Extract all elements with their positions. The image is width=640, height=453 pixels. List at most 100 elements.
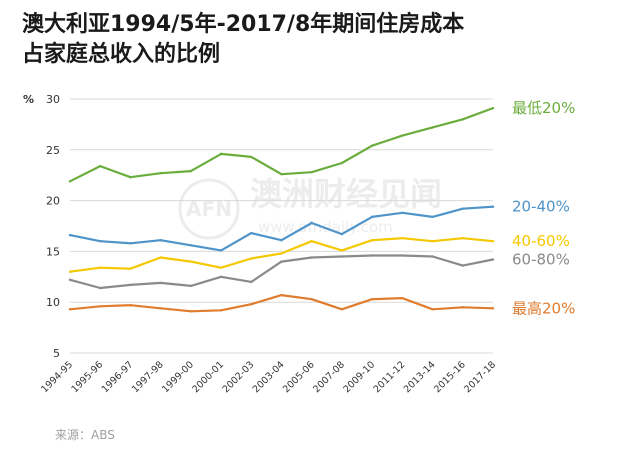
data-point	[461, 264, 464, 267]
x-tick-label: 2003-04	[251, 359, 287, 395]
watermark-name: 澳洲财经见闻	[250, 175, 442, 213]
x-tick-label: 2005-06	[281, 359, 317, 395]
x-tick-label: 2011-12	[372, 359, 408, 395]
x-tick-label: 2017-18	[462, 359, 498, 395]
data-point	[461, 236, 464, 240]
data-point	[129, 176, 132, 179]
data-point	[401, 236, 404, 240]
data-point	[340, 161, 344, 165]
grid	[70, 98, 493, 354]
x-tick-label: 2002-03	[221, 359, 257, 395]
x-axis: 1994-951995-961996-971997-981999-002000-…	[39, 359, 498, 395]
data-point	[219, 309, 223, 312]
data-point	[250, 303, 253, 306]
data-point	[189, 260, 193, 263]
data-point	[370, 254, 374, 257]
data-point	[461, 118, 464, 121]
series-label-2: 20-40%	[512, 198, 570, 216]
x-tick-label: 2015-16	[432, 359, 468, 395]
y-axis: 5 10 15 20 25 30%	[23, 93, 60, 360]
data-point	[99, 240, 102, 243]
data-point	[68, 278, 72, 282]
data-point	[280, 293, 283, 297]
data-point	[159, 281, 162, 285]
x-tick-label: 2000-01	[190, 359, 226, 395]
data-point	[370, 215, 374, 219]
data-point	[250, 280, 253, 284]
data-point	[431, 126, 434, 129]
x-tick-label: 1999-00	[160, 359, 196, 395]
series-label-4: 60-80%	[512, 251, 570, 269]
data-point	[219, 152, 223, 156]
series-label-1: 最低20%	[512, 99, 575, 117]
data-point	[99, 164, 102, 168]
data-point	[280, 172, 283, 176]
data-point	[68, 308, 72, 311]
data-point	[280, 260, 283, 263]
data-point	[159, 171, 162, 175]
data-point	[99, 305, 102, 308]
series-group	[68, 106, 495, 313]
data-point	[491, 307, 495, 310]
data-point	[99, 266, 102, 269]
chart-title-line-2: 占家庭总收入的比例	[22, 42, 221, 67]
data-point	[370, 297, 374, 301]
series-line-1	[68, 106, 495, 183]
x-tick-label: 1994-95	[39, 359, 75, 395]
data-point	[461, 207, 464, 210]
data-point	[219, 266, 223, 269]
series-label-3: 40-60%	[512, 232, 570, 250]
data-point	[491, 240, 495, 243]
data-point	[250, 231, 253, 235]
data-point	[401, 296, 404, 300]
data-point	[340, 255, 344, 258]
data-point	[491, 258, 495, 261]
y-tick-label: 25	[46, 144, 60, 157]
data-point	[401, 211, 404, 214]
data-point	[189, 284, 193, 288]
data-point	[129, 304, 132, 307]
data-point	[280, 239, 283, 242]
data-point	[401, 134, 404, 137]
data-point	[159, 256, 162, 259]
data-point	[310, 221, 313, 225]
data-point	[129, 283, 132, 287]
data-point	[310, 256, 313, 259]
series-labels: 最低20% 20-40% 40-60%60-80% 最高20%	[512, 99, 575, 317]
series-label-5: 最高20%	[512, 299, 575, 317]
data-point	[250, 155, 253, 159]
data-point	[431, 240, 434, 243]
data-point	[310, 240, 313, 243]
x-tick-label: 2007-08	[311, 359, 347, 395]
data-point	[280, 252, 283, 255]
data-point	[129, 267, 132, 270]
watermark: AFN 澳洲财经见闻 www.afndaily.com	[178, 175, 442, 240]
y-axis-label: %	[23, 93, 34, 106]
data-point	[310, 170, 313, 174]
x-tick-label: 2013-14	[402, 359, 438, 395]
x-tick-label: 1997-98	[130, 359, 166, 395]
chart-title: 澳大利亚1994/5年-2017/8年期间住房成本 占家庭总收入的比例	[22, 10, 622, 70]
data-point	[461, 306, 464, 309]
data-point	[250, 257, 253, 260]
data-point	[219, 275, 223, 278]
series-line-5	[68, 294, 495, 313]
y-tick-label: 20	[46, 195, 60, 208]
data-point	[159, 239, 162, 242]
data-point	[340, 232, 344, 236]
data-point	[189, 244, 193, 247]
data-point	[340, 249, 344, 252]
data-point	[370, 239, 374, 242]
chart-title-line-1: 澳大利亚1994/5年-2017/8年期间住房成本	[22, 12, 465, 37]
data-point	[310, 297, 313, 301]
data-point	[189, 169, 193, 173]
data-point	[68, 180, 72, 183]
data-point	[491, 106, 495, 110]
data-point	[159, 307, 162, 310]
data-point	[189, 310, 193, 313]
data-point	[431, 215, 434, 219]
data-point	[340, 308, 344, 311]
y-tick-label: 30	[46, 93, 60, 106]
x-tick-label: 2009-10	[341, 359, 377, 395]
